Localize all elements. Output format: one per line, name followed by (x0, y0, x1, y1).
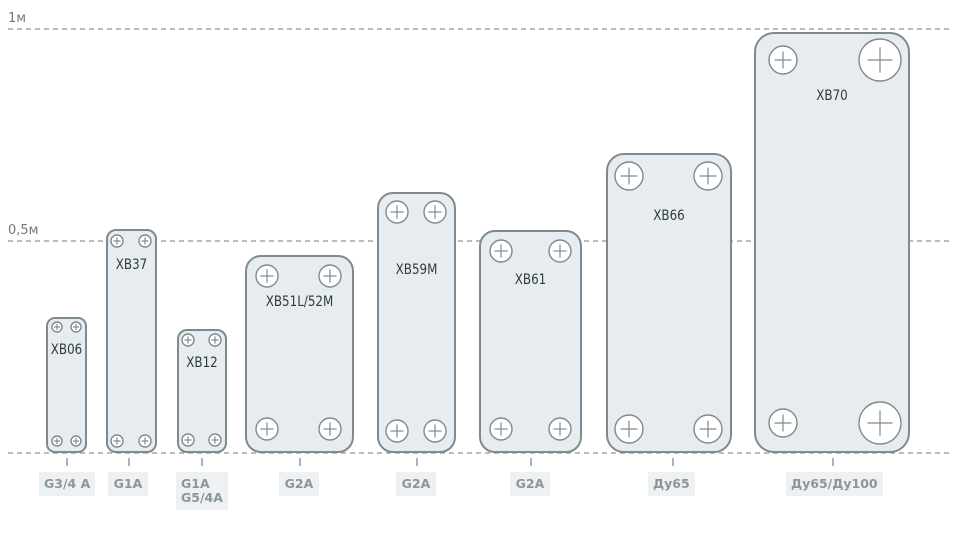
plate-xb51: XB51L/52M (245, 255, 354, 453)
plate-xb66: XB66 (606, 153, 732, 453)
plate-xb59: XB59M (377, 192, 456, 453)
connection-tag-xb66: Ду65 (648, 472, 695, 496)
plate-label: XB61 (514, 272, 547, 288)
connection-tick (416, 458, 418, 466)
connection-tag-xb51: G2A (279, 472, 319, 496)
plate-xb70: XB70 (754, 32, 910, 453)
port-crosshair-icon (138, 434, 152, 448)
plate-label: XB59M (395, 262, 438, 278)
port-crosshair-icon (318, 417, 342, 441)
port-crosshair-icon (385, 200, 409, 224)
connection-text: G5/4A (181, 490, 223, 505)
port-crosshair-icon (614, 161, 644, 191)
connection-tag-xb70: Ду65/Ду100 (786, 472, 883, 496)
scale-label-1m: 1м (8, 11, 27, 26)
port-crosshair-icon (208, 333, 222, 347)
connection-tick (128, 458, 130, 466)
port-crosshair-icon (110, 434, 124, 448)
port-crosshair-icon (138, 234, 152, 248)
port-crosshair-icon (318, 264, 342, 288)
connection-tick (672, 458, 674, 466)
port-crosshair-icon (385, 419, 409, 443)
port-crosshair-icon (489, 239, 513, 263)
connection-text: G2A (515, 476, 545, 491)
connection-tick (201, 458, 203, 466)
port-crosshair-icon (693, 161, 723, 191)
connection-tag-xb61: G2A (510, 472, 550, 496)
connection-text: G2A (284, 476, 314, 491)
connection-text: Ду65/Ду100 (791, 476, 878, 491)
plate-label: XB51L/52M (265, 294, 334, 310)
connection-tag-xb06: G3/4 A (39, 472, 96, 496)
connection-text: G2A (401, 476, 431, 491)
plate-label: XB37 (115, 257, 148, 273)
port-crosshair-icon (208, 433, 222, 447)
plate-xb61: XB61 (479, 230, 582, 453)
port-crosshair-icon (548, 239, 572, 263)
port-crosshair-icon (255, 417, 279, 441)
plate-xb06: XB06 (46, 317, 87, 453)
connection-tag-xb37: G1A (108, 472, 148, 496)
plate-label: XB66 (653, 208, 685, 224)
port-crosshair-icon (110, 234, 124, 248)
port-crosshair-icon (548, 417, 572, 441)
port-crosshair-icon (423, 419, 447, 443)
port-crosshair-icon (51, 321, 63, 333)
port-crosshair-icon (858, 38, 902, 82)
port-crosshair-icon (181, 433, 195, 447)
connection-tag-xb59: G2A (396, 472, 436, 496)
port-crosshair-icon (255, 264, 279, 288)
connection-text: G3/4 A (44, 476, 91, 491)
plate-label: XB12 (186, 355, 218, 371)
port-crosshair-icon (693, 414, 723, 444)
plate-label: XB70 (816, 88, 848, 104)
connection-text: Ду65 (653, 476, 690, 491)
connection-text: G1A (181, 476, 210, 491)
port-crosshair-icon (768, 45, 798, 75)
plate-xb37: XB37 (106, 229, 157, 453)
scale-label-half-m: 0,5м (8, 223, 39, 238)
plate-label: XB06 (50, 342, 83, 358)
port-crosshair-icon (51, 435, 63, 447)
connection-text: G1A (113, 476, 143, 491)
connection-tick (530, 458, 532, 466)
port-crosshair-icon (768, 408, 798, 438)
connection-tick (66, 458, 68, 466)
connection-tick (299, 458, 301, 466)
port-crosshair-icon (858, 401, 902, 445)
port-crosshair-icon (423, 200, 447, 224)
port-crosshair-icon (70, 435, 82, 447)
port-crosshair-icon (489, 417, 513, 441)
port-crosshair-icon (181, 333, 195, 347)
connection-tick (832, 458, 834, 466)
port-crosshair-icon (70, 321, 82, 333)
plate-xb12: XB12 (177, 329, 227, 453)
connection-tag-xb12: G1A G5/4A (176, 472, 228, 510)
port-crosshair-icon (614, 414, 644, 444)
